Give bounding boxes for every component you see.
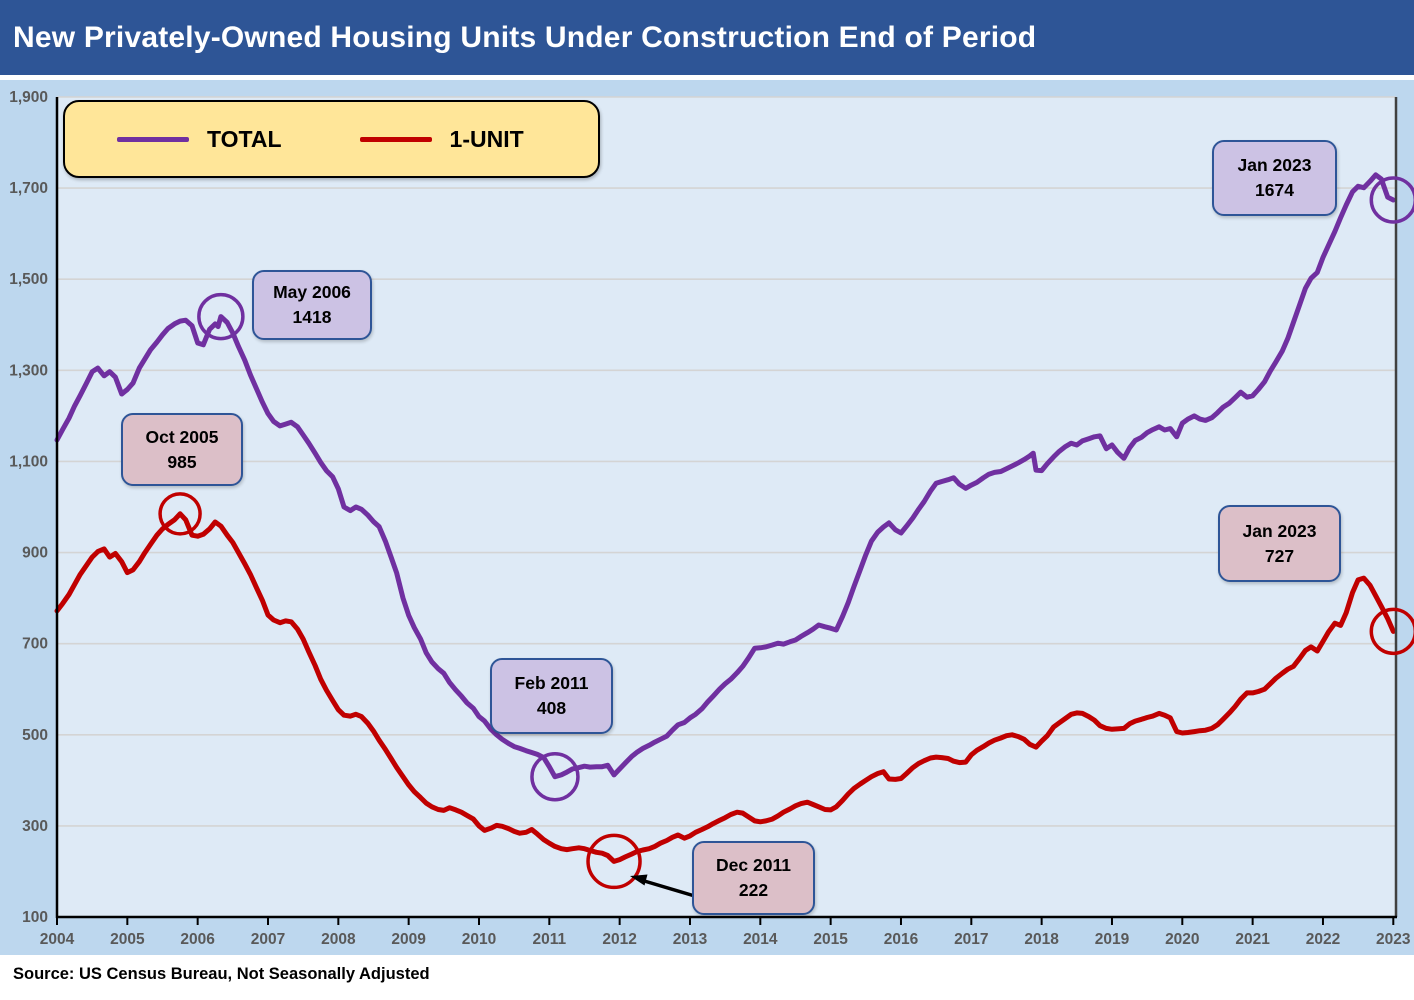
x-tick-label: 2009 bbox=[391, 931, 426, 948]
chart-area: 2004 2005 2006 2007 2008 2009 2010 2011 2012 2013… bbox=[0, 80, 1414, 955]
title-bar: New Privately-Owned Housing Units Under … bbox=[0, 0, 1414, 75]
x-tick-label: 2017 bbox=[954, 931, 988, 948]
annotation-value: 222 bbox=[738, 880, 769, 900]
annotation-date: May 2006 bbox=[273, 282, 351, 302]
annotation-date: Jan 2023 bbox=[1237, 155, 1312, 175]
y-tick-label: 900 bbox=[22, 545, 48, 562]
highlight-circle bbox=[1369, 607, 1414, 656]
y-tick-label: 1,900 bbox=[9, 89, 48, 106]
highlight-circle bbox=[1369, 176, 1414, 224]
annotation-date: Oct 2005 bbox=[145, 426, 219, 447]
y-tick-label: 500 bbox=[22, 727, 48, 744]
legend-label-one-unit: 1-UNIT bbox=[449, 125, 524, 152]
x-tick-label: 2022 bbox=[1306, 931, 1340, 948]
legend-label-total: TOTAL bbox=[207, 125, 282, 152]
y-tick-label: 1,100 bbox=[9, 453, 48, 470]
x-tick-label: 2020 bbox=[1165, 931, 1199, 948]
x-tick-label: 2014 bbox=[743, 931, 778, 948]
x-tick-label: 2016 bbox=[884, 931, 919, 948]
plot-background bbox=[57, 97, 1396, 917]
x-tick-label: 2008 bbox=[321, 931, 356, 948]
data-series-lines bbox=[54, 172, 1396, 864]
annotation-value: 727 bbox=[1264, 545, 1295, 566]
total-series-swatch bbox=[117, 136, 189, 142]
highlight-circle bbox=[586, 833, 642, 890]
x-axis-labels: 2004 2005 2006 2007 2008 2009 2010 2011 2012 2013… bbox=[40, 931, 1411, 948]
annotation-date: Feb 2011 bbox=[514, 673, 589, 693]
annotation-value: 408 bbox=[536, 698, 567, 718]
highlight-circle bbox=[530, 751, 580, 802]
x-tick-label: 2021 bbox=[1235, 931, 1270, 948]
x-tick-label: 2012 bbox=[602, 931, 636, 948]
series-line-1-unit bbox=[54, 511, 1396, 864]
y-tick-label: 1,300 bbox=[9, 362, 48, 379]
one-unit-series-swatch bbox=[359, 136, 432, 142]
housing-units-line-chart: 2004 2005 2006 2007 2008 2009 2010 2011 2012 2013… bbox=[9, 89, 1414, 948]
plot-area bbox=[57, 97, 1396, 917]
x-tick-label: 2013 bbox=[673, 931, 708, 948]
highlight-circle bbox=[158, 492, 202, 536]
x-tick-label: 2019 bbox=[1095, 931, 1130, 948]
highlight-circles bbox=[158, 176, 1414, 890]
annotation-value: 1418 bbox=[292, 307, 332, 327]
annotation-jan-2023-total: Jan 2023 1674 bbox=[1212, 140, 1337, 216]
x-tick-label: 2010 bbox=[462, 931, 496, 948]
x-tick-label: 2018 bbox=[1024, 931, 1059, 948]
x-tick-label: 2005 bbox=[110, 931, 145, 948]
annotation-value: 1674 bbox=[1255, 180, 1294, 200]
y-tick-label: 1,700 bbox=[9, 180, 48, 197]
y-tick-label: 1,500 bbox=[9, 271, 48, 288]
x-tick-label: 2007 bbox=[251, 931, 285, 948]
annotation-oct-2005: Oct 2005 985 bbox=[121, 413, 243, 486]
x-tick-label: 2011 bbox=[533, 931, 567, 948]
x-tick-label: 2015 bbox=[813, 931, 848, 948]
annotation-feb-2011: Feb 2011 408 bbox=[490, 658, 613, 734]
x-tick-label: 2023 bbox=[1376, 931, 1411, 948]
chart-legend: TOTAL 1-UNIT bbox=[63, 100, 600, 178]
chart-footer: Source: US Census Bureau, Not Seasonally… bbox=[0, 955, 1414, 1000]
annotation-dec-2011: Dec 2011 222 bbox=[692, 841, 815, 915]
x-tick-label: 2006 bbox=[180, 931, 215, 948]
axes bbox=[55, 97, 1398, 925]
annotation-jan-2023-one-unit: Jan 2023 727 bbox=[1218, 505, 1341, 582]
x-tick-label: 2004 bbox=[40, 931, 75, 948]
page-title: New Privately-Owned Housing Units Under … bbox=[13, 20, 1037, 54]
source-note: Source: US Census Bureau, Not Seasonally… bbox=[13, 965, 430, 983]
annotation-date: Dec 2011 bbox=[716, 855, 791, 875]
y-tick-label: 700 bbox=[22, 636, 48, 653]
y-tick-label: 300 bbox=[22, 818, 48, 835]
annotation-value: 985 bbox=[167, 451, 197, 472]
annotation-arrow bbox=[630, 874, 699, 899]
y-axis-labels: 1,900 1,700 1,500 1,300 1,100 900 700 500 300 100 bbox=[9, 89, 48, 926]
annotation-may-2006: May 2006 1418 bbox=[252, 270, 372, 340]
highlight-circle bbox=[197, 292, 245, 341]
series-line-total bbox=[54, 172, 1396, 780]
annotation-date: Jan 2023 bbox=[1242, 520, 1317, 541]
y-tick-label: 100 bbox=[22, 909, 48, 926]
